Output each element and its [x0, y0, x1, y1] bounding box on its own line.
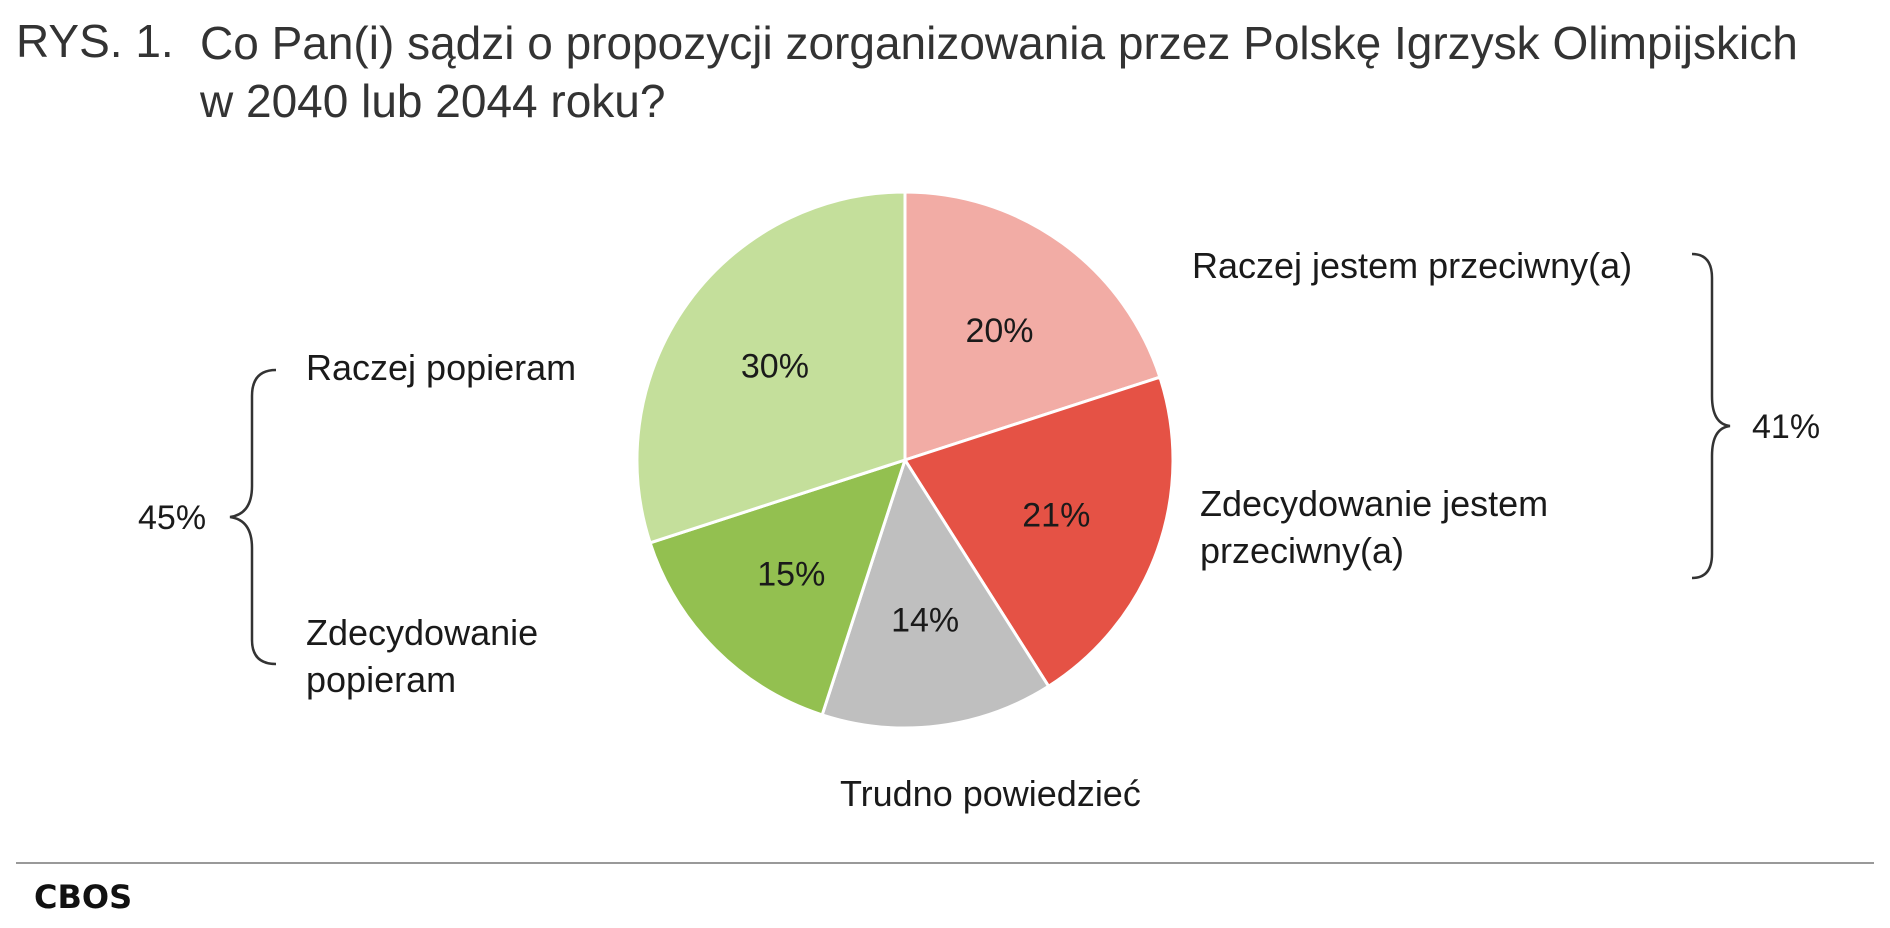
pie-slice-1 — [902, 375, 1175, 689]
slice-value-labels: 20% 21% 14% 15% 30% — [741, 312, 1090, 640]
label-raczej-popieram: Raczej popieram — [306, 347, 576, 388]
slice-value-label-0: 20% — [965, 312, 1033, 350]
source-label: CBOS — [34, 878, 133, 916]
label-zdecydowanie-przeciwny: Zdecydowanie jestem przeciwny(a) — [1200, 483, 1558, 571]
slice-value-label-1: 21% — [1022, 496, 1090, 534]
group-label-support: 45% — [138, 499, 206, 537]
label-trudno-powiedziec: Trudno powiedzieć — [840, 773, 1141, 814]
label-zdecydowanie-popieram-line2: popieram — [306, 659, 456, 700]
label-zdecydowanie-przeciwny-line1: Zdecydowanie jestem — [1200, 483, 1548, 524]
slice-value-label-3: 15% — [757, 556, 825, 594]
pie-slices — [635, 190, 1175, 730]
label-raczej-przeciwny: Raczej jestem przeciwny(a) — [1192, 245, 1632, 286]
group-label-against: 41% — [1752, 408, 1820, 446]
label-zdecydowanie-popieram-line1: Zdecydowanie — [306, 612, 538, 653]
pie-slice-3 — [648, 457, 908, 717]
label-zdecydowanie-przeciwny-line2: przeciwny(a) — [1200, 530, 1404, 571]
right-brace — [1691, 252, 1731, 580]
left-brace — [229, 368, 277, 666]
figure-number: RYS. 1. — [16, 15, 174, 67]
pie-slice-0 — [903, 190, 1162, 463]
slice-value-label-4: 30% — [741, 347, 809, 385]
slice-value-label-2: 14% — [891, 602, 959, 640]
footer-divider — [16, 862, 1874, 864]
pie-slice-2 — [820, 456, 1051, 730]
label-zdecydowanie-popieram: Zdecydowanie popieram — [306, 612, 548, 700]
pie-chart: 20% 21% 14% 15% 30% Raczej jestem przeciwny(… — [138, 190, 1820, 814]
pie-slice-4 — [635, 190, 907, 545]
chart-title: Co Pan(i) sądzi o propozycji zorganizowa… — [200, 17, 1798, 127]
